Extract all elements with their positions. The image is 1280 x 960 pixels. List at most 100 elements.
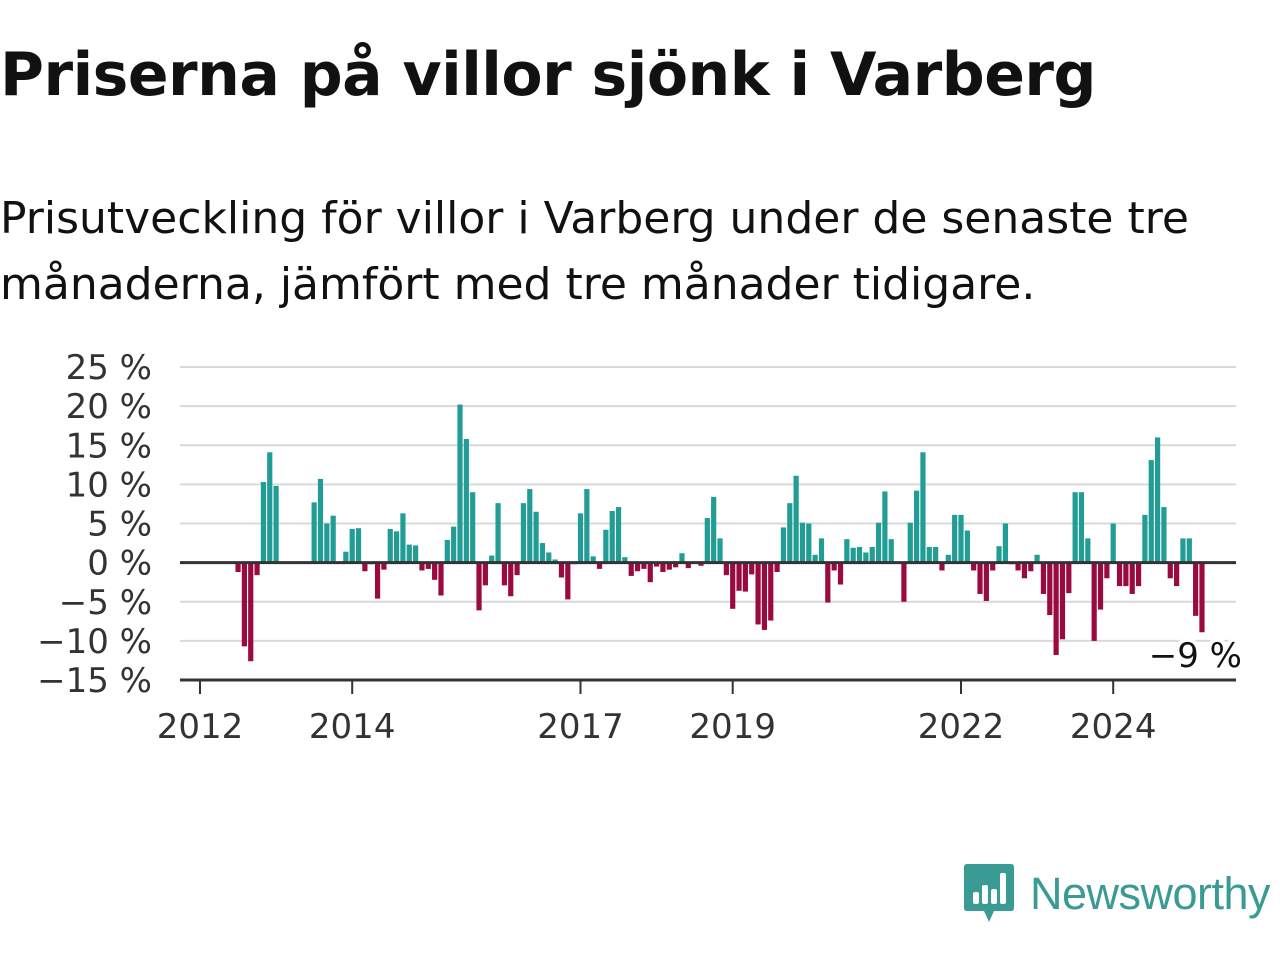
bar bbox=[577, 513, 584, 563]
bar bbox=[603, 529, 609, 563]
bar bbox=[596, 562, 603, 569]
bar bbox=[1186, 538, 1192, 563]
bar bbox=[520, 503, 527, 563]
bar bbox=[495, 503, 501, 563]
bar bbox=[1199, 562, 1205, 633]
bar bbox=[1167, 562, 1173, 579]
bar bbox=[527, 489, 533, 563]
y-tick-label: −10 % bbox=[37, 622, 152, 662]
chart-title: Priserna på villor sjönk i Varberg bbox=[0, 40, 1096, 110]
bar bbox=[1085, 538, 1091, 563]
bar bbox=[1091, 562, 1097, 641]
bar bbox=[736, 562, 742, 591]
bar bbox=[914, 490, 920, 563]
bar bbox=[241, 562, 247, 647]
bar bbox=[451, 526, 457, 563]
x-tick-label: 2022 bbox=[918, 707, 1005, 747]
y-tick-label: 15 % bbox=[66, 426, 152, 466]
bar bbox=[1002, 523, 1008, 563]
bar bbox=[717, 538, 723, 563]
bar bbox=[939, 562, 945, 571]
bar bbox=[679, 553, 685, 563]
y-tick-label: −15 % bbox=[37, 661, 152, 701]
bar bbox=[945, 554, 951, 563]
bar bbox=[654, 562, 660, 567]
x-tick-label: 2019 bbox=[689, 707, 776, 747]
bar bbox=[958, 514, 964, 563]
bar bbox=[647, 562, 653, 583]
bar bbox=[387, 528, 393, 563]
bar bbox=[393, 531, 400, 563]
bar bbox=[508, 562, 514, 597]
bar bbox=[755, 562, 761, 625]
bar bbox=[1123, 562, 1129, 587]
bar-chart: 25 %20 %15 %10 %5 %0 %−5 %−10 %−15 % 201… bbox=[37, 348, 1246, 747]
bar bbox=[971, 562, 977, 571]
bar bbox=[311, 502, 317, 563]
bar bbox=[882, 491, 888, 563]
bar bbox=[1097, 562, 1104, 610]
bar bbox=[1142, 514, 1148, 563]
bar bbox=[1040, 562, 1047, 594]
bar bbox=[660, 562, 666, 573]
bar bbox=[609, 510, 615, 563]
bar bbox=[419, 562, 425, 571]
bar bbox=[1053, 562, 1059, 655]
bar bbox=[501, 562, 507, 586]
x-tick-label: 2012 bbox=[157, 707, 244, 747]
bar bbox=[1104, 562, 1110, 579]
bar bbox=[273, 485, 279, 563]
bar bbox=[990, 562, 996, 571]
bar bbox=[546, 552, 552, 563]
bar bbox=[761, 562, 768, 630]
bar bbox=[869, 546, 875, 563]
bar bbox=[355, 528, 362, 563]
bar bbox=[996, 546, 1002, 563]
bar bbox=[1078, 492, 1085, 563]
bar bbox=[666, 562, 672, 570]
bar bbox=[812, 554, 818, 563]
bar bbox=[482, 562, 488, 586]
bar bbox=[432, 562, 438, 580]
bar bbox=[837, 562, 844, 585]
chart-subtitle: Prisutveckling för villor i Varberg unde… bbox=[0, 193, 1189, 310]
bar bbox=[1161, 507, 1167, 563]
bar bbox=[470, 492, 476, 563]
bar bbox=[1135, 562, 1142, 587]
bar bbox=[774, 562, 780, 573]
newsworthy-logo: Newsworthy bbox=[964, 864, 1271, 924]
bar bbox=[787, 503, 793, 563]
bar bbox=[1021, 562, 1028, 579]
bar bbox=[1059, 562, 1066, 640]
bar bbox=[964, 530, 970, 563]
bar bbox=[615, 507, 622, 563]
bar bbox=[698, 562, 704, 566]
bar bbox=[933, 546, 939, 563]
bar bbox=[235, 562, 241, 573]
bar bbox=[901, 562, 907, 602]
bar bbox=[793, 475, 799, 563]
bar bbox=[863, 552, 869, 563]
bar bbox=[539, 543, 546, 563]
bar bbox=[514, 562, 520, 576]
bar bbox=[438, 562, 444, 596]
bars bbox=[235, 404, 1205, 662]
bar bbox=[1066, 562, 1072, 594]
y-tick-label: 20 % bbox=[66, 387, 152, 427]
y-tick-label: 10 % bbox=[66, 465, 152, 505]
bar bbox=[1148, 460, 1154, 563]
bar bbox=[907, 522, 913, 563]
bar bbox=[1034, 554, 1040, 563]
bar bbox=[977, 562, 983, 594]
bar bbox=[920, 452, 926, 563]
bar bbox=[267, 452, 273, 563]
bar bbox=[1047, 562, 1053, 616]
bar bbox=[1015, 562, 1021, 571]
y-tick-label: −5 % bbox=[59, 583, 152, 623]
bar bbox=[425, 562, 431, 569]
bar bbox=[1180, 538, 1186, 563]
bar bbox=[413, 545, 419, 563]
bar bbox=[926, 546, 932, 563]
bar bbox=[444, 539, 450, 563]
bar bbox=[634, 562, 641, 572]
